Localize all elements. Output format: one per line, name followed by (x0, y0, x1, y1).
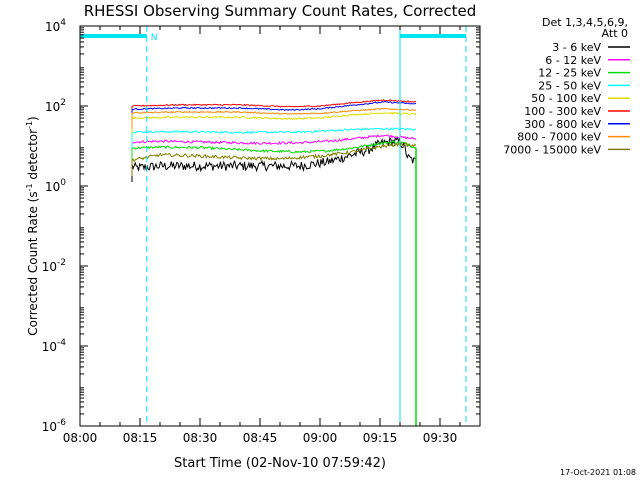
y-tick-label: 104 (45, 18, 66, 34)
y-axis-label-sup-2: -1 (25, 121, 34, 129)
legend-label: 6 - 12 keV (545, 54, 601, 67)
y-tick-label: 10-2 (42, 258, 66, 274)
y-tick-label: 10-4 (42, 338, 67, 354)
legend-label: 12 - 25 keV (538, 67, 601, 80)
y-tick-label: 102 (45, 98, 66, 114)
x-tick-label: 09:00 (303, 431, 338, 445)
x-tick-label: 08:45 (243, 431, 278, 445)
legend-label: 50 - 100 keV (531, 92, 601, 105)
series-line (131, 111, 417, 121)
series-line (131, 133, 417, 146)
legend-label: 25 - 50 keV (538, 79, 601, 92)
legend-label: 7000 - 15000 keV (503, 143, 601, 156)
footer-date: 17-Oct-2021 01:08 (560, 468, 636, 477)
y-axis-label-part-3: ) (26, 116, 40, 121)
legend-label: 300 - 800 keV (524, 118, 601, 131)
plot-area: N 08:00 08:15 08:30 08:45 09:00 09:15 09:30 10… (42, 18, 481, 445)
series-line (131, 140, 417, 154)
night-label: N (151, 33, 158, 43)
legend-header-line-2: Att 0 (602, 27, 628, 40)
x-tick-label: 08:00 (63, 431, 98, 445)
series-line (131, 127, 417, 134)
series-line (131, 136, 417, 173)
x-tick-label: 08:15 (123, 431, 158, 445)
series-line (131, 107, 417, 115)
x-tick-label: 08:30 (183, 431, 218, 445)
y-axis-label: Corrected Count Rate (s-1 detector-1) (25, 116, 40, 335)
series-line (131, 141, 417, 163)
legend-label: 3 - 6 keV (552, 41, 601, 54)
legend-header-line-1: Det 1,3,4,5,6,9, (542, 16, 628, 29)
series-line (131, 99, 417, 108)
series-line (131, 100, 417, 111)
y-axis-label-part-2: detector (26, 129, 40, 184)
legend-label: 100 - 300 keV (524, 105, 601, 118)
x-tick-label: 09:15 (363, 431, 398, 445)
chart-title: RHESSI Observing Summary Count Rates, Co… (84, 2, 477, 20)
y-axis-label-part-1: Corrected Count Rate (s (26, 191, 40, 335)
y-tick-label: 100 (45, 178, 66, 194)
x-tick-label: 09:30 (423, 431, 458, 445)
x-axis: 08:00 08:15 08:30 08:45 09:00 09:15 09:30 (63, 26, 481, 445)
legend-label: 800 - 7000 keV (517, 131, 601, 144)
y-axis: 104 102 100 10-2 10-4 10-6 (42, 18, 480, 434)
night-markers: N (79, 26, 467, 426)
y-axis-label-sup-1: -1 (25, 183, 34, 191)
y-tick-label: 10-6 (42, 418, 67, 434)
plot-frame (79, 25, 481, 427)
series-layer (131, 99, 417, 426)
x-axis-label: Start Time (02-Nov-10 07:59:42) (174, 456, 386, 471)
